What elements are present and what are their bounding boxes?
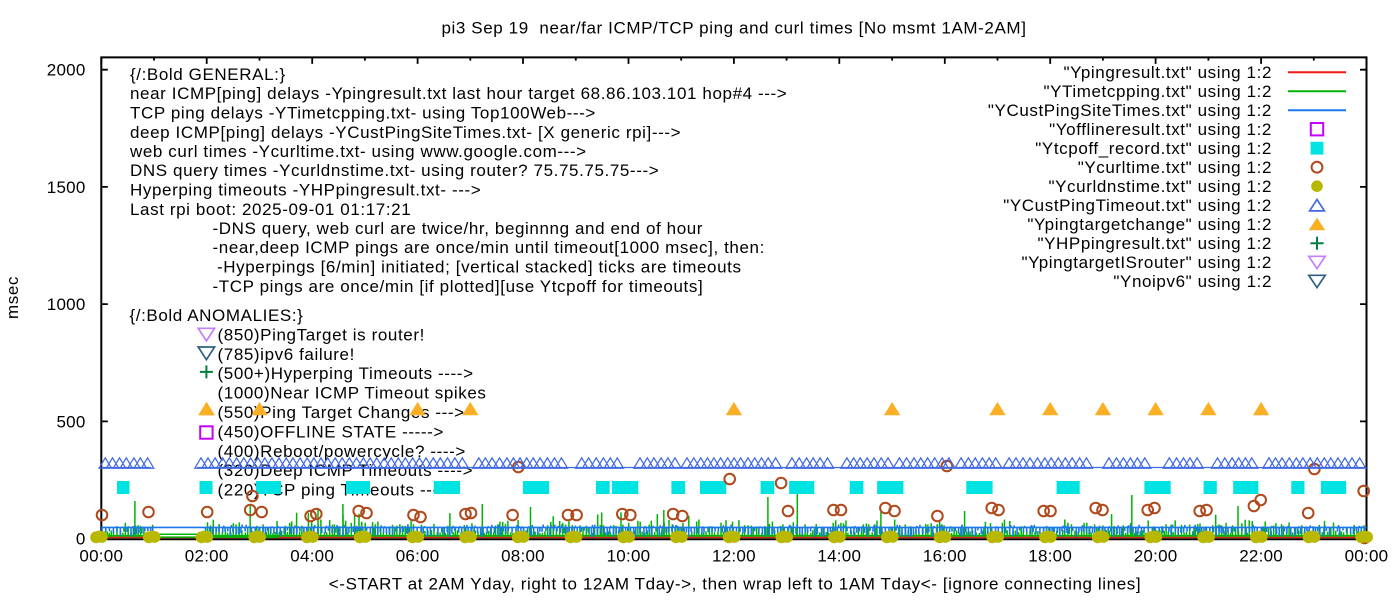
svg-text:10:00: 10:00	[607, 547, 651, 566]
svg-text:-DNS query, web curl are twice: -DNS query, web curl are twice/hr, begin…	[213, 219, 704, 238]
svg-text:web curl times -Ycurltime.txt-: web curl times -Ycurltime.txt- using www…	[129, 142, 587, 161]
svg-text:0: 0	[76, 530, 86, 549]
svg-text:22:00: 22:00	[1239, 547, 1283, 566]
svg-text:"Ytcpoff_record.txt" using 1:2: "Ytcpoff_record.txt" using 1:2	[1035, 139, 1272, 158]
svg-text:{/:Bold GENERAL:}: {/:Bold GENERAL:}	[130, 65, 286, 84]
svg-text:(550)Ping Target Changes --->: (550)Ping Target Changes --->	[218, 403, 465, 422]
svg-text:18:00: 18:00	[1028, 547, 1072, 566]
svg-text:1500: 1500	[47, 178, 86, 197]
svg-text:Last rpi boot: 2025-09-01 01:1: Last rpi boot: 2025-09-01 01:17:21	[130, 200, 411, 219]
svg-text:"Ynoipv6" using 1:2: "Ynoipv6" using 1:2	[1113, 272, 1272, 291]
svg-text:-Hyperpings [6/min] initiated;: -Hyperpings [6/min] initiated; [vertical…	[217, 258, 742, 277]
svg-text:(400)Reboot/powercycle? ---->: (400)Reboot/powercycle? ---->	[218, 442, 466, 461]
svg-text:(450)OFFLINE STATE ----->: (450)OFFLINE STATE ----->	[218, 422, 444, 441]
svg-text:"Yofflineresult.txt" using 1:2: "Yofflineresult.txt" using 1:2	[1049, 120, 1272, 139]
svg-text:16:00: 16:00	[923, 547, 967, 566]
svg-text:00:00: 00:00	[1345, 547, 1389, 566]
svg-text:"YTimetcpping.txt" using 1:2: "YTimetcpping.txt" using 1:2	[1043, 82, 1272, 101]
svg-text:04:00: 04:00	[290, 547, 334, 566]
svg-text:-TCP pings are once/min [if pl: -TCP pings are once/min [if plotted][use…	[213, 277, 704, 296]
svg-text:TCP ping delays -YTimetcpping.: TCP ping delays -YTimetcpping.txt- using…	[130, 104, 596, 123]
svg-text:-near,deep ICMP pings are once: -near,deep ICMP pings are once/min until…	[213, 238, 765, 257]
svg-text:"Ycurldnstime.txt" using 1:2: "Ycurldnstime.txt" using 1:2	[1048, 177, 1272, 196]
svg-text:DNS query times -Ycurldnstime.: DNS query times -Ycurldnstime.txt- using…	[130, 161, 659, 180]
svg-text:<-START at 2AM Yday, right to: <-START at 2AM Yday, right to 12AM Tday-…	[329, 575, 1141, 594]
svg-text:"YCustPingTimeout.txt" using 1: "YCustPingTimeout.txt" using 1:2	[1003, 196, 1272, 215]
svg-text:1000: 1000	[47, 295, 86, 314]
svg-text:near ICMP[ping] delays -Ypingr: near ICMP[ping] delays -Ypingresult.txt …	[130, 84, 787, 103]
svg-text:deep ICMP[ping] delays -YCustP: deep ICMP[ping] delays -YCustPingSiteTim…	[130, 123, 681, 142]
svg-text:Hyperping timeouts -YHPpingres: Hyperping timeouts -YHPpingresult.txt- -…	[130, 181, 481, 200]
svg-text:02:00: 02:00	[185, 547, 229, 566]
svg-text:2000: 2000	[47, 61, 86, 80]
svg-text:500: 500	[56, 412, 85, 431]
svg-text:(850)PingTarget is router!: (850)PingTarget is router!	[218, 325, 425, 344]
svg-text:08:00: 08:00	[501, 547, 545, 566]
svg-text:(1000)Near ICMP Timeout spikes: (1000)Near ICMP Timeout spikes	[218, 384, 487, 403]
svg-text:"Ypingtargetchange" using 1:2: "Ypingtargetchange" using 1:2	[1027, 215, 1272, 234]
svg-text:20:00: 20:00	[1134, 547, 1178, 566]
svg-text:14:00: 14:00	[817, 547, 861, 566]
svg-text:"YHPpingresult.txt" using 1:2: "YHPpingresult.txt" using 1:2	[1037, 234, 1272, 253]
svg-text:msec: msec	[3, 276, 22, 319]
svg-text:(500+)Hyperping Timeouts ---->: (500+)Hyperping Timeouts ---->	[218, 364, 474, 383]
svg-text:00:00: 00:00	[79, 547, 123, 566]
svg-text:pi3 Sep 19 near/far ICMP/TCP: pi3 Sep 19 near/far ICMP/TCP ping and cu…	[441, 18, 1026, 37]
svg-text:{/:Bold ANOMALIES:}: {/:Bold ANOMALIES:}	[130, 306, 304, 325]
svg-text:06:00: 06:00	[396, 547, 440, 566]
svg-text:12:00: 12:00	[712, 547, 756, 566]
svg-text:"YpingtargetISrouter" using 1:: "YpingtargetISrouter" using 1:2	[1021, 253, 1272, 272]
svg-text:(785)ipv6 failure!: (785)ipv6 failure!	[218, 345, 355, 364]
svg-text:"YCustPingSiteTimes.txt" using: "YCustPingSiteTimes.txt" using 1:2	[988, 101, 1272, 120]
svg-text:"Ypingresult.txt" using 1:2: "Ypingresult.txt" using 1:2	[1064, 63, 1272, 82]
svg-text:"Ycurltime.txt" using 1:2: "Ycurltime.txt" using 1:2	[1078, 158, 1272, 177]
